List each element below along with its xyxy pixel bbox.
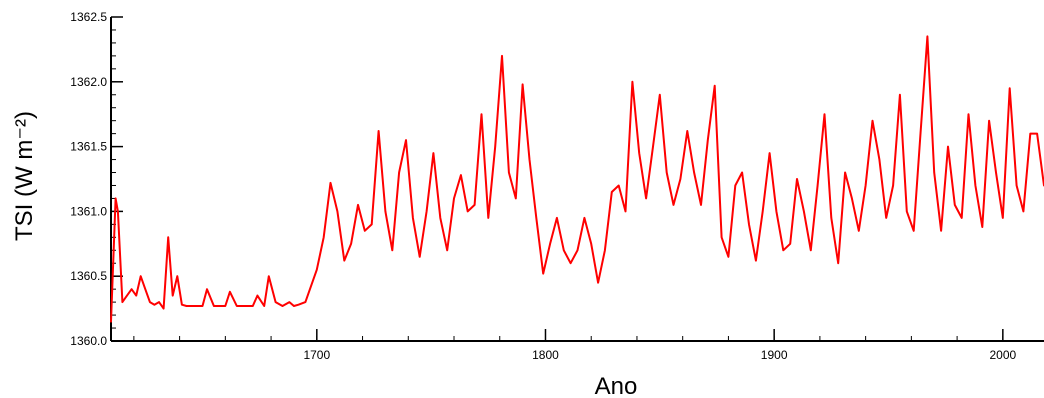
y-tick-label: 1361.5 bbox=[70, 140, 107, 154]
x-tick-label: 1800 bbox=[532, 348, 559, 362]
y-tick-label: 1362.5 bbox=[70, 10, 107, 24]
plot-area bbox=[110, 35, 1044, 323]
y-tick-label: 1360.0 bbox=[70, 334, 107, 348]
x-tick-label: 1700 bbox=[303, 348, 330, 362]
x-tick-label: 1900 bbox=[761, 348, 788, 362]
y-axis-title: TSI (W m⁻²) bbox=[11, 111, 38, 241]
ticks: 1360.0 1360.5 1361.0 1361.5 1362.0 1362.5 1700… bbox=[70, 10, 1016, 362]
tsi-series-line bbox=[110, 35, 1044, 323]
y-tick-label: 1360.5 bbox=[70, 269, 107, 283]
y-tick-label: 1361.0 bbox=[70, 204, 107, 218]
x-axis-title: Ano bbox=[595, 373, 638, 398]
axes bbox=[110, 17, 1044, 342]
x-tick-label: 2000 bbox=[989, 348, 1016, 362]
y-tick-label: 1362.0 bbox=[70, 75, 107, 89]
